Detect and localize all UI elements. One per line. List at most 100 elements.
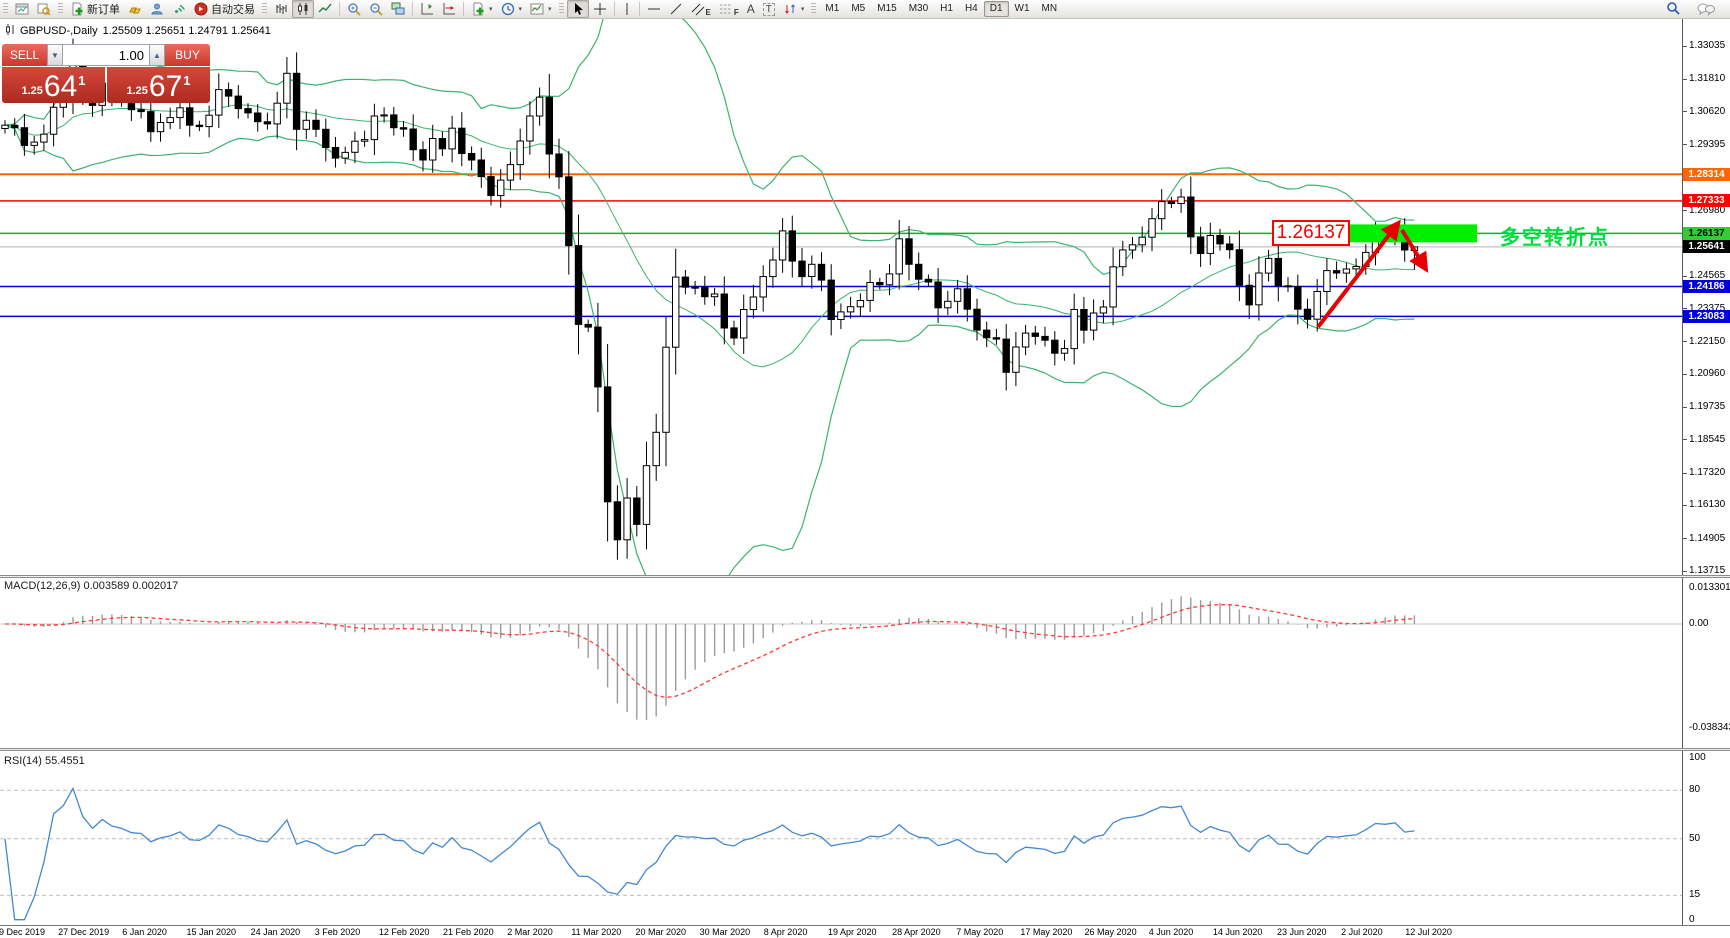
chevron-down-icon: ▾	[548, 6, 552, 13]
horizontal-line-button[interactable]	[643, 0, 665, 18]
chat-icon	[1697, 2, 1716, 17]
date-label: 3 Feb 2020	[314, 927, 361, 937]
price-level-flag: 1.25641	[1683, 240, 1730, 254]
pivot-price-label[interactable]: 1.26137	[1272, 220, 1350, 246]
date-label: 2 Mar 2020	[507, 927, 553, 937]
crosshair-button[interactable]	[589, 0, 611, 18]
price-axis-tick: 1.16130	[1689, 499, 1726, 511]
toolbar-separator	[613, 2, 615, 16]
price-tick-mark	[1683, 210, 1687, 211]
macd-pane[interactable]	[0, 578, 1682, 748]
price-axis-tick: 1.24565	[1689, 270, 1726, 282]
buy-price-prefix: 1.25	[126, 85, 148, 97]
timeframe-d1-button[interactable]: D1	[983, 1, 1009, 17]
price-tick-mark	[1683, 275, 1687, 277]
timeframe-w1-button[interactable]: W1	[1014, 3, 1030, 14]
market-button[interactable]	[124, 0, 146, 18]
timeframe-m1-button[interactable]: M1	[825, 3, 840, 14]
cursor-button[interactable]	[566, 0, 589, 18]
zoom-in-button[interactable]	[343, 0, 365, 18]
date-axis[interactable]: 19 Dec 2019 27 Dec 2019 6 Jan 2020 15 Jan 2…	[0, 925, 1730, 938]
date-label: 15 Jan 2020	[186, 927, 236, 937]
fibonacci-button[interactable]: F	[715, 0, 743, 18]
candlestick-chart-button[interactable]	[292, 0, 314, 18]
vertical-line-button[interactable]	[618, 0, 636, 18]
date-label: 30 Mar 2020	[699, 927, 751, 937]
zoom-out-button[interactable]	[365, 0, 387, 18]
volume-input[interactable]	[63, 44, 149, 66]
ohlc-quote: 1.25509 1.25651 1.24791 1.25641	[102, 25, 271, 37]
volume-decrease-button[interactable]: ▼	[47, 44, 63, 66]
toolbar-grip[interactable]	[58, 3, 63, 15]
price-level-flag: 1.23083	[1683, 309, 1730, 323]
rsi-axis-tick: 15	[1689, 889, 1701, 901]
price-axis-tick: 1.20960	[1689, 368, 1726, 380]
toolbar-grip[interactable]	[558, 3, 564, 15]
timeframe-h4-button[interactable]: H4	[964, 3, 978, 14]
pane-splitter[interactable]	[0, 748, 1730, 751]
gold-icon	[128, 2, 142, 16]
chart-shift-button[interactable]	[416, 0, 438, 18]
buy-quote-box[interactable]: 1.25 67 1	[107, 67, 210, 103]
price-tick-mark	[1683, 472, 1687, 474]
toolbar-grip[interactable]	[3, 3, 8, 15]
toolbar-grip[interactable]	[262, 3, 267, 15]
search-button[interactable]	[1661, 0, 1685, 18]
pane-splitter[interactable]	[0, 575, 1730, 578]
text-label-button[interactable]: T	[759, 0, 779, 18]
new-order-button[interactable]: 新订单	[66, 0, 124, 18]
price-axis-tick: 1.31810	[1689, 73, 1726, 85]
timeframe-h1-button[interactable]: H1	[940, 3, 953, 14]
rsi-pane[interactable]	[0, 753, 1682, 925]
cursor-icon	[571, 2, 585, 16]
channel-button[interactable]: E	[687, 0, 715, 18]
auto-scroll-button[interactable]	[438, 0, 460, 18]
date-label: 20 Mar 2020	[635, 927, 687, 937]
indicators-icon	[471, 2, 485, 16]
community-button[interactable]	[146, 0, 168, 18]
price-axis-tick: 1.22150	[1689, 335, 1726, 347]
volume-increase-button[interactable]: ▲	[149, 44, 165, 66]
timeframe-m15-button[interactable]: M15	[877, 3, 897, 14]
timeframe-m30-button[interactable]: M30	[908, 3, 929, 14]
search-icon	[1665, 1, 1681, 17]
profiles-button[interactable]	[33, 0, 55, 18]
price-level-flag: 1.26137	[1683, 226, 1730, 240]
signal-icon	[172, 2, 186, 16]
profiles-icon	[37, 2, 51, 16]
auto-trading-button[interactable]: 自动交易	[190, 0, 259, 18]
arrows-tool-button[interactable]: ▾	[779, 0, 809, 18]
buy-button[interactable]: BUY	[165, 44, 210, 66]
auto-scroll-icon	[442, 2, 456, 16]
price-tick-mark	[1683, 373, 1687, 375]
pivot-note-text[interactable]: 多空转折点	[1500, 227, 1610, 249]
sell-quote-box[interactable]: 1.25 64 1	[2, 67, 105, 103]
chart-title-icon	[5, 24, 15, 38]
trendline-button[interactable]	[665, 0, 687, 18]
timeframe-m5-button[interactable]: M5	[851, 3, 866, 14]
signals-button[interactable]	[168, 0, 190, 18]
date-label: 19 Dec 2019	[0, 927, 46, 937]
chat-button[interactable]	[1693, 0, 1720, 18]
bar-chart-button[interactable]	[270, 0, 292, 18]
line-chart-button[interactable]	[314, 0, 336, 18]
tile-windows-button[interactable]	[387, 0, 409, 18]
rsi-axis-tick: 50	[1689, 832, 1701, 844]
date-label: 7 May 2020	[956, 927, 1004, 937]
text-tool-button[interactable]: A	[743, 0, 759, 18]
toolbar-grip[interactable]	[811, 3, 817, 15]
indicators-button[interactable]: ▾	[467, 0, 497, 18]
timeframe-mn-button[interactable]: MN	[1041, 3, 1058, 14]
templates-button[interactable]: ▾	[526, 0, 556, 18]
sell-price-pipette: 1	[78, 73, 86, 88]
sell-button[interactable]: SELL	[2, 44, 47, 66]
price-chart[interactable]	[0, 18, 1682, 576]
price-tick-mark	[1683, 538, 1687, 540]
trendline-icon	[669, 2, 683, 16]
new-chart-button[interactable]	[11, 0, 33, 18]
auto-trading-label: 自动交易	[211, 4, 255, 16]
price-tick-mark	[1683, 308, 1687, 309]
date-label: 8 Apr 2020	[763, 927, 808, 937]
periods-button[interactable]: ▾	[497, 0, 527, 18]
